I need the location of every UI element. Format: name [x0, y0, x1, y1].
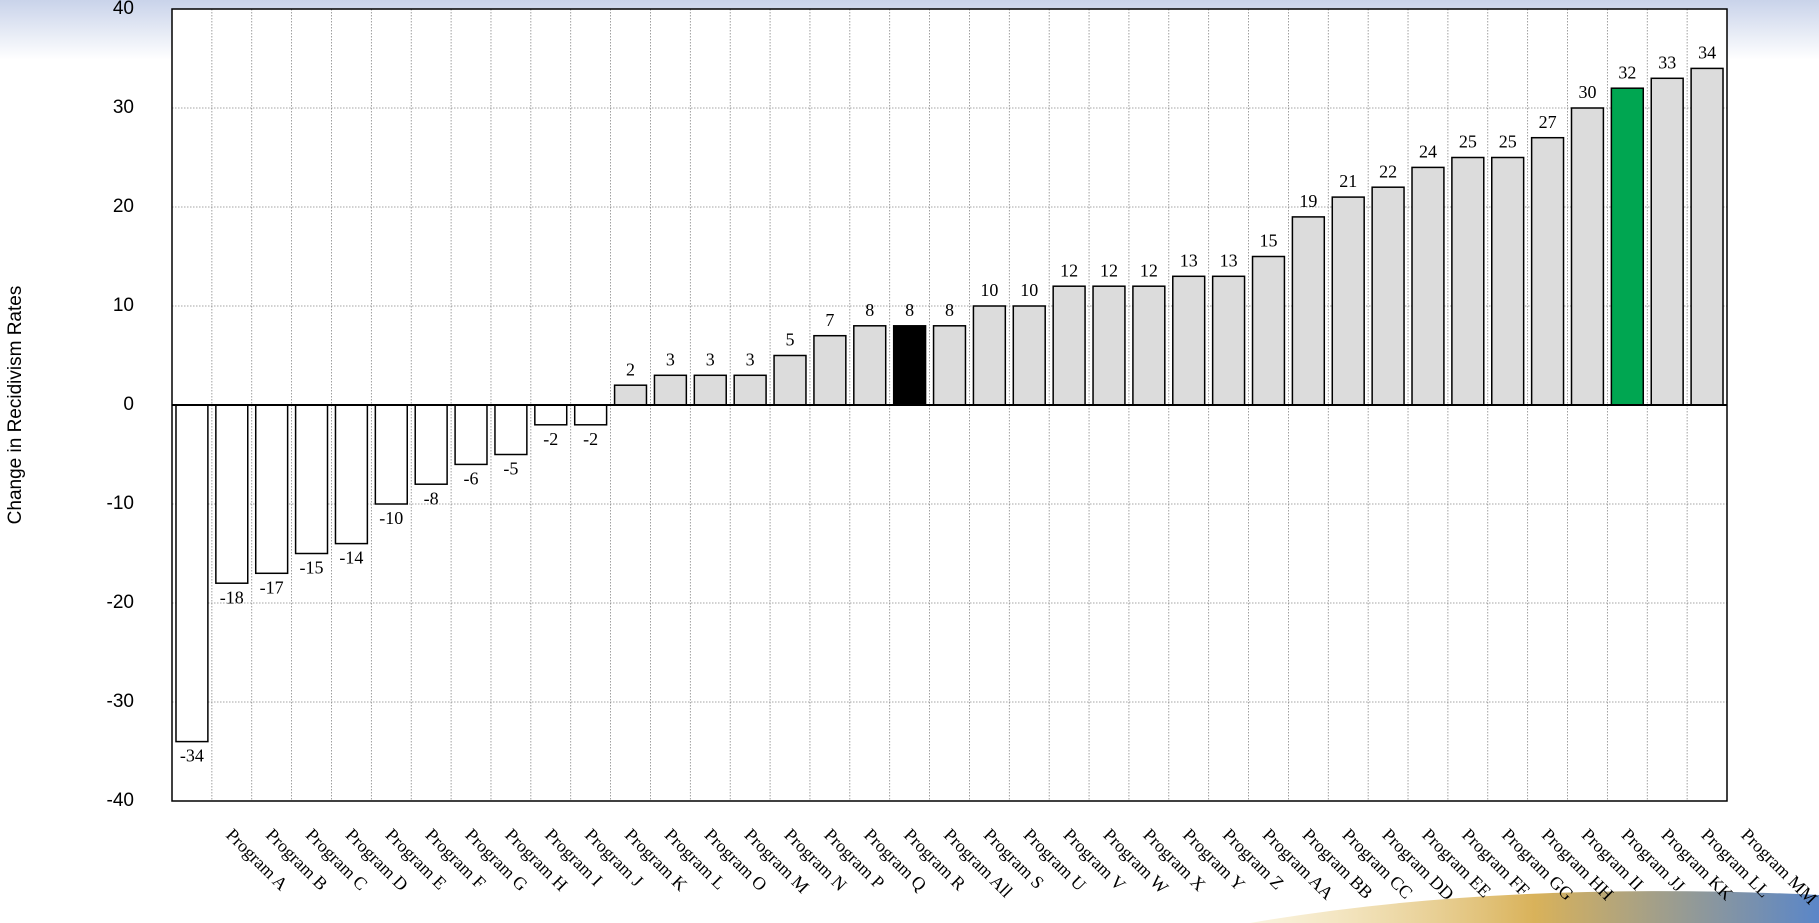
y-tick-label: 10 — [113, 295, 134, 316]
y-tick-label: -20 — [107, 592, 134, 613]
bar — [1331, 196, 1365, 406]
y-tick-label: 0 — [123, 394, 134, 415]
data-label: 13 — [1180, 250, 1198, 270]
bar — [932, 325, 967, 406]
bar — [175, 404, 209, 743]
data-label: 21 — [1339, 171, 1357, 191]
bar — [573, 404, 608, 426]
bar — [1092, 285, 1126, 406]
bar — [733, 374, 767, 406]
bar — [1132, 285, 1166, 406]
data-label: 12 — [1060, 260, 1078, 280]
data-label: 24 — [1419, 142, 1437, 162]
data-label: 8 — [905, 300, 914, 320]
data-label: 2 — [626, 359, 635, 379]
data-label: 25 — [1459, 132, 1477, 152]
data-label: 34 — [1698, 43, 1716, 63]
data-label: -18 — [220, 587, 244, 607]
data-label: 8 — [865, 300, 874, 320]
bar — [294, 404, 329, 555]
bar — [534, 404, 568, 426]
data-label: 12 — [1100, 260, 1118, 280]
bar — [1650, 77, 1684, 406]
data-label: -34 — [180, 746, 204, 766]
data-label: 33 — [1658, 52, 1676, 72]
data-label: 25 — [1499, 132, 1517, 152]
bar — [1172, 275, 1206, 406]
data-label: -2 — [543, 429, 558, 449]
data-label: 3 — [666, 349, 675, 369]
data-label: 30 — [1578, 82, 1596, 102]
bar — [813, 334, 847, 406]
data-label: 15 — [1259, 231, 1277, 251]
data-label: -2 — [583, 429, 598, 449]
bar — [1610, 87, 1645, 406]
y-tick-label: 40 — [113, 0, 134, 19]
data-label: 13 — [1220, 250, 1238, 270]
bar — [1690, 67, 1724, 406]
bar — [853, 325, 887, 406]
data-label: 3 — [706, 349, 715, 369]
bar — [773, 354, 807, 406]
data-label: -14 — [339, 548, 363, 568]
bar — [215, 404, 249, 584]
bar — [1530, 136, 1565, 406]
data-label: 22 — [1379, 161, 1397, 181]
data-label: -17 — [260, 577, 284, 597]
y-tick-label: -40 — [107, 790, 134, 811]
data-label: 32 — [1618, 62, 1636, 82]
data-label: -6 — [464, 469, 479, 489]
bar — [1491, 156, 1525, 406]
bar — [494, 404, 528, 456]
bar — [334, 404, 369, 545]
data-label: -8 — [424, 488, 439, 508]
bar — [1291, 216, 1326, 406]
data-label: 27 — [1539, 112, 1557, 132]
y-tick-label: -10 — [107, 493, 134, 514]
y-tick-label: -30 — [107, 691, 134, 712]
bar — [454, 404, 488, 466]
data-label: -5 — [503, 459, 518, 479]
data-label: 5 — [786, 330, 795, 350]
data-label: 12 — [1140, 260, 1158, 280]
y-tick-label: 30 — [113, 97, 134, 118]
data-label: 7 — [825, 310, 834, 330]
footer-swoosh — [1250, 891, 1819, 923]
bar — [892, 325, 927, 406]
bar — [1451, 156, 1485, 406]
bar — [1570, 107, 1605, 406]
data-label: 3 — [746, 349, 755, 369]
bar — [972, 305, 1007, 406]
bar — [1012, 305, 1046, 406]
data-label: 19 — [1299, 191, 1317, 211]
bar — [374, 404, 408, 505]
bar — [1251, 255, 1286, 406]
data-label: -15 — [300, 558, 324, 578]
bar — [254, 404, 289, 575]
bar — [1052, 285, 1086, 406]
bar — [1211, 275, 1246, 406]
data-label: -10 — [379, 508, 403, 528]
y-axis-title: Change in Recidivism Rates — [5, 286, 26, 525]
bar — [693, 374, 727, 406]
data-label: 10 — [1020, 280, 1038, 300]
bar — [1371, 186, 1405, 406]
data-label: 8 — [945, 300, 954, 320]
bar — [414, 404, 448, 485]
y-tick-label: 20 — [113, 196, 134, 217]
bar — [653, 374, 688, 406]
data-label: 10 — [980, 280, 998, 300]
bar — [1411, 166, 1445, 406]
plot-border — [171, 8, 1728, 802]
bar — [613, 384, 648, 406]
